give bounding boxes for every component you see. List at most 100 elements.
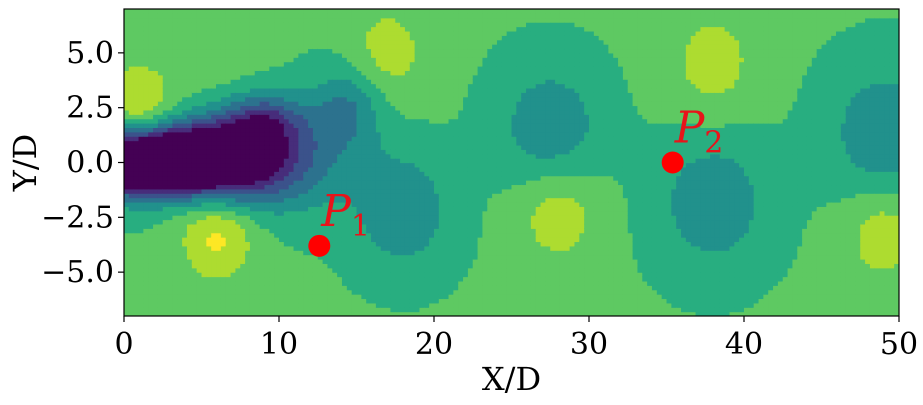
contour-cell [293,26,299,32]
contour-cell [167,250,174,256]
contour-cell [283,48,290,54]
contour-cell [249,294,256,300]
contour-cell [395,57,401,63]
contour-cell [138,298,144,304]
contour-cell [182,250,188,256]
contour-cell [308,26,314,32]
contour-cell [453,83,459,89]
contour-cell [312,302,319,308]
contour-cell [366,140,372,146]
contour-cell [371,254,377,260]
contour-cell [453,127,459,133]
contour-cell [259,153,266,159]
contour-cell [167,298,174,304]
contour-cell [390,26,396,32]
contour-cell [225,171,232,177]
contour-cell [259,118,266,124]
contour-cell [230,61,237,67]
contour-cell [341,307,348,313]
contour-cell [172,311,178,316]
contour-cell [414,307,421,313]
contour-cell [448,276,454,282]
contour-cell [283,127,290,133]
contour-cell [429,237,435,243]
contour-cell [371,272,377,278]
contour-cell [332,66,338,71]
contour-cell [216,83,222,89]
contour-cell [186,289,193,295]
contour-cell [458,118,464,124]
contour-cell [162,48,169,54]
contour-cell [283,302,290,308]
contour-cell [404,153,411,159]
contour-cell [196,22,203,28]
contour-cell [414,158,421,164]
contour-cell [279,197,285,203]
contour-cell [322,96,329,102]
contour-cell [133,162,140,168]
contour-cell [332,70,338,76]
contour-cell [225,52,232,58]
contour-cell [414,206,421,212]
contour-cell [409,302,416,308]
contour-cell [182,298,188,304]
contour-cell [230,237,237,243]
contour-cell [312,74,319,80]
contour-cell [375,114,382,120]
contour-cell [172,66,178,71]
contour-cell [341,280,348,286]
contour-cell [172,39,178,45]
contour-cell [172,70,178,76]
contour-cell [409,118,416,124]
contour-cell [312,307,319,313]
contour-cell [380,61,387,67]
contour-cell [249,22,256,28]
contour-cell [133,237,140,243]
contour-cell [254,289,261,295]
contour-cell [235,171,241,177]
contour-cell [298,30,304,36]
contour-cell [322,118,329,124]
contour-cell [230,144,237,150]
contour-cell [351,162,358,168]
contour-cell [153,175,159,181]
contour-cell [395,188,401,194]
contour-cell [211,302,217,308]
contour-cell [303,219,309,225]
contour-cell [133,241,140,247]
contour-cell [458,44,464,50]
contour-cell [264,245,270,251]
contour-cell [327,228,333,234]
contour-cell [419,201,425,207]
contour-cell [148,17,154,23]
contour-cell [196,123,203,129]
contour-cell [404,237,411,243]
contour-cell [390,276,396,282]
contour-cell [385,9,392,14]
contour-cell [453,228,459,234]
contour-cell [254,118,261,124]
contour-cell [380,70,387,76]
contour-cell [317,79,324,85]
contour-cell [322,276,329,282]
contour-cell [303,263,309,269]
contour-cell [375,149,382,155]
contour-cell [341,250,348,256]
contour-cell [216,140,222,146]
contour-cell [124,57,130,63]
contour-cell [322,254,329,260]
contour-cell [230,223,237,229]
contour-cell [317,13,324,19]
contour-cell [414,52,421,58]
contour-cell [216,267,222,273]
contour-cell [143,285,149,291]
contour-cell [186,105,193,111]
contour-cell [443,44,450,50]
contour-cell [182,263,188,269]
contour-cell [332,276,338,282]
contour-cell [264,180,270,186]
contour-cell [279,158,285,164]
contour-cell [254,267,261,273]
contour-cell [322,162,329,168]
contour-cell [434,272,440,278]
